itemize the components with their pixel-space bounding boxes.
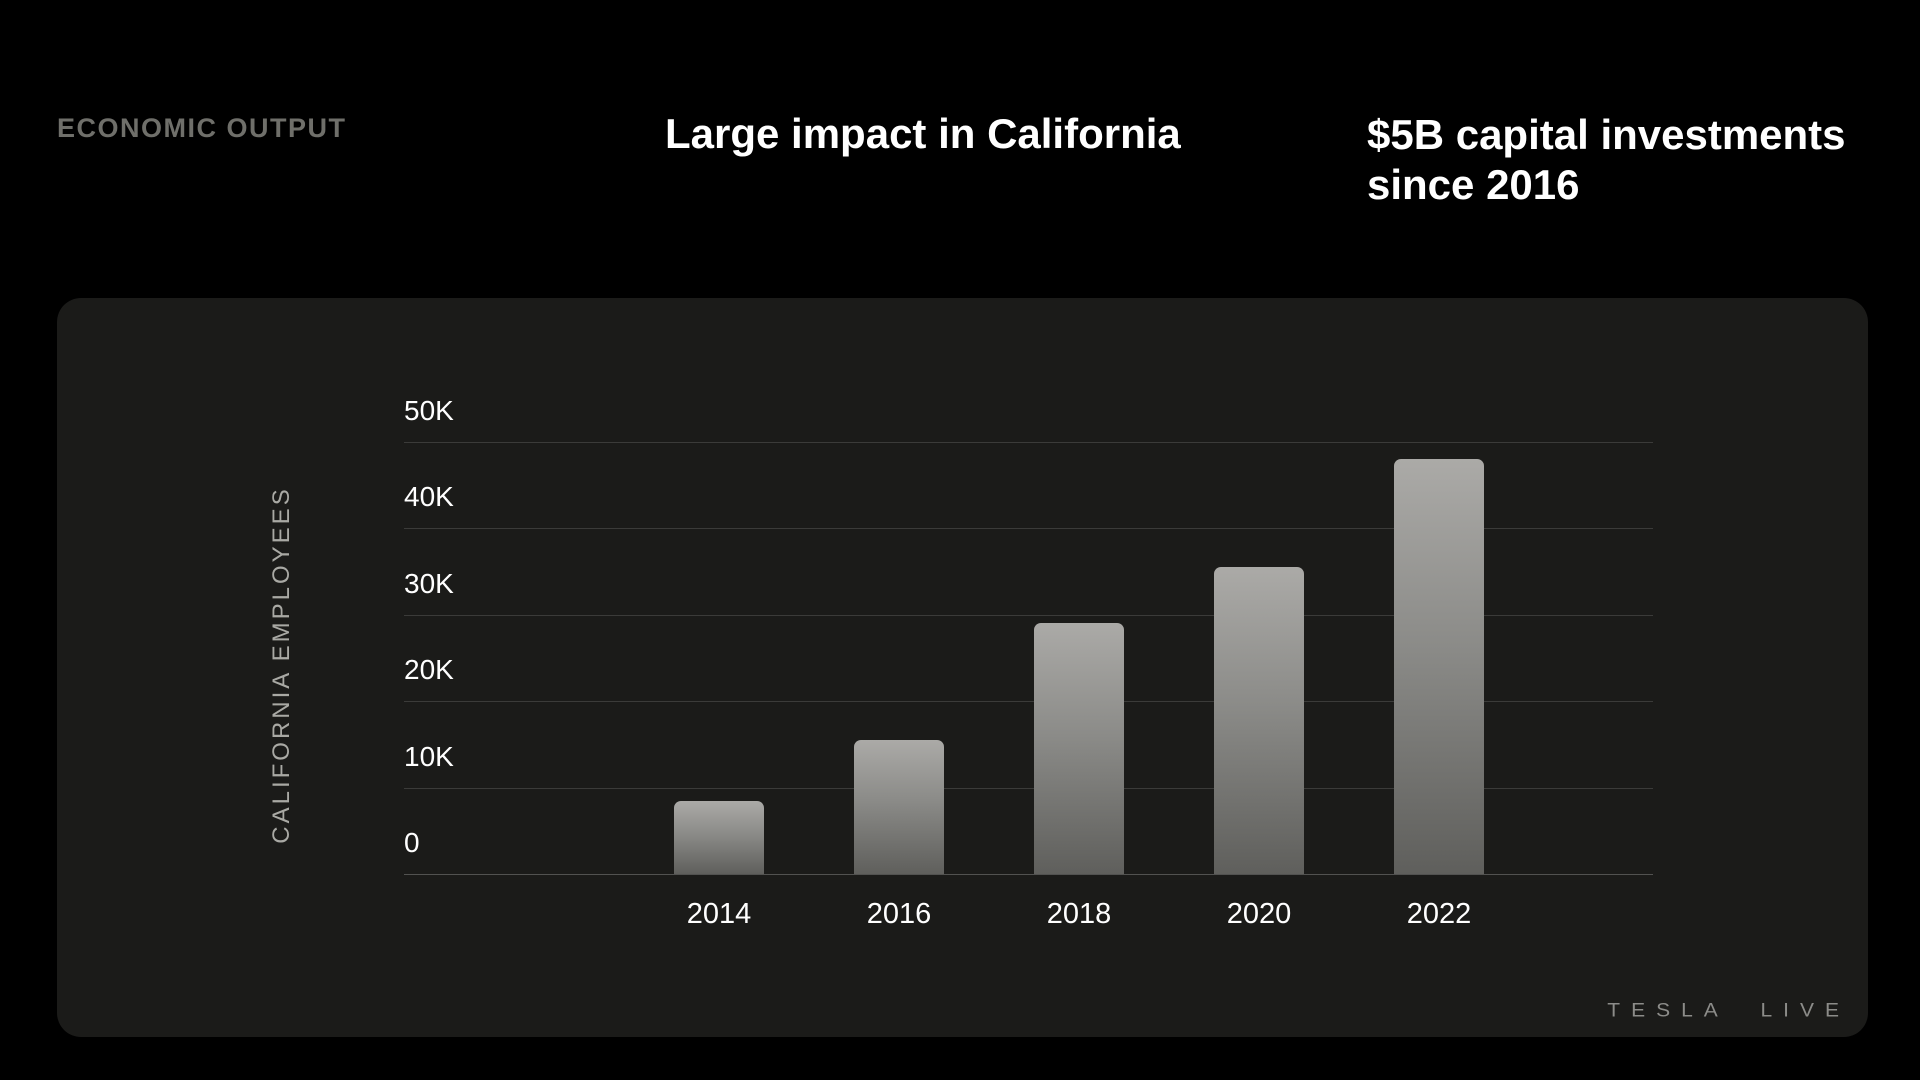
subtitle-line-1: $5B capital investments xyxy=(1367,111,1846,158)
gridline-40K xyxy=(404,528,1653,530)
x-axis-baseline xyxy=(404,874,1653,875)
tesla-live-logo: TESLA LIVE xyxy=(1607,999,1850,1022)
page-title: Large impact in California xyxy=(665,110,1181,157)
gridline-10K xyxy=(404,787,1653,789)
y-tick-label-30K: 30K xyxy=(404,567,454,599)
gridline-20K xyxy=(404,701,1653,703)
y-tick-label-10K: 10K xyxy=(404,740,454,772)
bar-2020 xyxy=(1214,567,1304,874)
subtitle: $5B capital investments since 2016 xyxy=(1367,110,1867,210)
x-tick-label-2018: 2018 xyxy=(1046,898,1112,930)
subtitle-line-2: since 2016 xyxy=(1367,161,1580,208)
x-tick-label-2016: 2016 xyxy=(866,898,932,930)
x-tick-label-2014: 2014 xyxy=(686,898,752,930)
chart-panel: CALIFORNIA EMPLOYEES 0 10K 20K 30K 40K 50K 201… xyxy=(57,298,1868,1037)
x-tick-label-2022: 2022 xyxy=(1406,898,1472,930)
y-tick-label-20K: 20K xyxy=(404,654,454,686)
bar-2022 xyxy=(1394,459,1484,874)
y-tick-label-0: 0 xyxy=(404,827,420,858)
gridline-30K xyxy=(404,614,1653,616)
y-axis-title: CALIFORNIA EMPLOYEES xyxy=(268,486,295,844)
gridline-50K xyxy=(404,442,1653,443)
bar-2014 xyxy=(674,801,764,874)
bar-2016 xyxy=(854,740,944,874)
x-tick-label-2020: 2020 xyxy=(1226,898,1292,930)
y-tick-label-50K: 50K xyxy=(404,395,454,426)
section-label: ECONOMIC OUTPUT xyxy=(57,113,347,143)
bar-2018 xyxy=(1034,623,1124,874)
y-tick-label-40K: 40K xyxy=(404,481,454,513)
plot-area: 0 10K 20K 30K 40K 50K 2014 2016 2018 2020 2022 xyxy=(404,395,1653,930)
